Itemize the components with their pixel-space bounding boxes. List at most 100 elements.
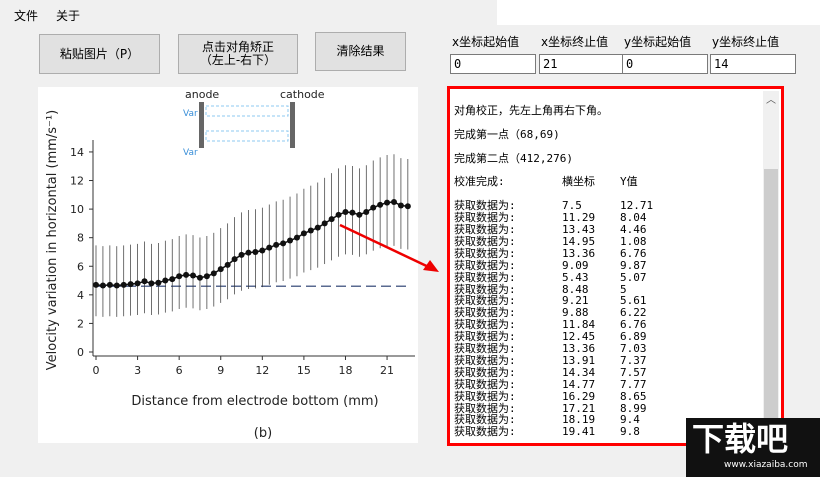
y-start-label: y坐标起始值 xyxy=(624,35,692,49)
paste-image-button[interactable]: 粘贴图片（P） xyxy=(39,34,160,74)
data-point xyxy=(224,261,231,268)
output-data-row: 获取数据为: 13.91 7.37 xyxy=(454,353,647,367)
data-point xyxy=(349,209,356,216)
y-tick-label: 10 xyxy=(70,203,84,216)
data-point xyxy=(328,216,335,223)
menu-bar: 文件 关于 xyxy=(14,7,98,24)
y-tick-label: 2 xyxy=(77,317,84,330)
correct-label-1: 点击对角矫正 xyxy=(201,40,274,54)
diagonal-correct-button[interactable]: 点击对角矫正 （左上-右下） xyxy=(178,34,298,74)
x-axis-label: Distance from electrode bottom (mm) xyxy=(131,394,378,409)
x-start-input[interactable]: 0 xyxy=(450,54,536,74)
data-point xyxy=(134,280,141,287)
data-line xyxy=(95,201,408,287)
output-data-row: 获取数据为: 11.29 8.04 xyxy=(454,211,647,225)
x-tick-label: 0 xyxy=(93,364,100,377)
data-point xyxy=(384,199,391,206)
y-tick-label: 14 xyxy=(70,146,84,159)
output-data-row: 获取数据为: 16.29 8.65 xyxy=(454,389,647,403)
data-point xyxy=(203,273,210,280)
data-point xyxy=(148,280,155,287)
data-point xyxy=(162,277,169,284)
x-tick-label: 12 xyxy=(255,364,269,377)
data-point xyxy=(231,256,238,263)
output-data-row: 获取数据为: 11.84 6.76 xyxy=(454,318,647,332)
menu-file[interactable]: 文件 xyxy=(14,9,39,23)
data-point xyxy=(245,249,252,256)
x-tick-label: 9 xyxy=(217,364,224,377)
data-point xyxy=(280,240,287,247)
output-data-row: 获取数据为: 9.21 5.61 xyxy=(454,294,647,308)
y-tick-label: 0 xyxy=(77,346,84,359)
data-point xyxy=(99,282,106,289)
clear-results-button[interactable]: 清除结果 xyxy=(315,32,406,71)
correct-label-2: （左上-右下） xyxy=(199,53,277,67)
pasted-chart-image: 0 3 6 9 12 15 18 21 0 2 4 6 8 10 12 14 anode cathode Va… xyxy=(38,87,418,443)
output-data-row: 获取数据为: 18.19 9.4 xyxy=(454,413,640,427)
data-point xyxy=(266,244,273,251)
x-tick-label: 21 xyxy=(380,364,394,377)
data-point xyxy=(377,201,384,208)
paste-label: 粘贴图片（P） xyxy=(59,46,140,61)
clear-label: 清除结果 xyxy=(336,44,385,58)
output-data-row: 获取数据为: 19.41 9.8 xyxy=(454,425,640,439)
data-point xyxy=(210,270,217,277)
data-point xyxy=(127,281,134,288)
y-tick-label: 4 xyxy=(77,289,84,302)
y-axis-label: Velocity variation in horizontal (mm/s⁻¹… xyxy=(45,110,60,370)
data-point xyxy=(169,276,176,283)
data-point xyxy=(176,273,183,280)
scrollbar-thumb[interactable] xyxy=(764,169,778,419)
inset-var-2: Var xyxy=(183,148,198,158)
y-end-input[interactable]: 14 xyxy=(710,54,796,74)
data-point xyxy=(293,234,300,241)
watermark-logo-text: 下载吧 xyxy=(692,420,789,458)
x-end-input[interactable]: 21 xyxy=(539,54,625,74)
title-strip xyxy=(497,0,820,25)
data-point xyxy=(259,247,266,254)
data-point xyxy=(363,208,370,215)
data-point xyxy=(113,282,120,289)
data-point xyxy=(390,198,397,205)
output-column-header: 校准完成: 横坐标 Y值 xyxy=(454,175,638,189)
y-start-input[interactable]: 0 xyxy=(622,54,708,74)
data-point xyxy=(190,272,197,279)
vertical-scrollbar[interactable]: ︿ xyxy=(763,91,779,441)
output-data-row: 获取数据为: 12.45 6.89 xyxy=(454,330,647,344)
y-tick-label: 8 xyxy=(77,232,84,245)
data-point xyxy=(314,224,321,231)
data-point xyxy=(252,248,259,255)
data-point xyxy=(273,241,280,248)
output-data-row: 获取数据为: 9.09 9.87 xyxy=(454,258,647,272)
x-start-label: x坐标起始值 xyxy=(452,35,520,49)
output-line: 完成第一点（68,69) xyxy=(454,127,560,141)
data-point xyxy=(238,251,245,258)
data-point xyxy=(183,271,190,278)
output-data-row: 获取数据为: 13.36 6.76 xyxy=(454,246,647,260)
output-data-row: 获取数据为: 8.48 5 xyxy=(454,282,627,296)
watermark-url: www.xiazaiba.com xyxy=(724,460,808,470)
x-end-label: x坐标终止值 xyxy=(541,35,609,49)
data-point xyxy=(120,281,127,288)
data-point xyxy=(217,266,224,273)
results-textbox[interactable]: 对角校正，先左上角再右下角。 完成第一点（68,69) 完成第二点（412,27… xyxy=(447,86,784,446)
menu-about[interactable]: 关于 xyxy=(56,9,81,23)
output-data-row: 获取数据为: 17.21 8.99 xyxy=(454,401,647,415)
output-data-row: 获取数据为: 14.34 7.57 xyxy=(454,365,647,379)
panel-label: (b) xyxy=(254,426,272,441)
output-data-row: 获取数据为: 14.77 7.77 xyxy=(454,377,647,391)
data-point xyxy=(300,230,307,237)
y-tick-label: 6 xyxy=(77,260,84,273)
data-point xyxy=(370,204,377,211)
x-tick-label: 18 xyxy=(338,364,352,377)
data-point xyxy=(155,279,162,286)
y-end-label: y坐标终止值 xyxy=(712,35,780,49)
data-point xyxy=(404,203,411,210)
scroll-up-icon[interactable]: ︿ xyxy=(766,95,776,106)
data-point xyxy=(196,274,203,281)
inset-cathode: cathode xyxy=(280,88,325,101)
output-data-row: 获取数据为: 7.5 12.71 xyxy=(454,199,654,213)
data-point xyxy=(307,227,314,234)
output-data-row: 获取数据为: 5.43 5.07 xyxy=(454,270,647,284)
output-data-row: 获取数据为: 9.88 6.22 xyxy=(454,306,647,320)
